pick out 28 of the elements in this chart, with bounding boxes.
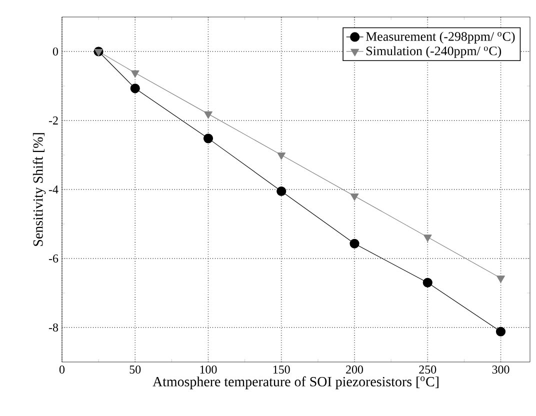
x-axis-title: Atmosphere temperature of SOI piezoresistors [$^{o}$C] [152,376,438,390]
point [423,234,432,242]
x-tick-label: 100 [200,366,217,374]
point [422,278,432,288]
point [130,84,140,94]
y-tick-label: 0 [52,47,58,56]
y-tick-label: -2 [48,116,58,124]
point [276,186,286,196]
point [204,111,212,119]
y-axis-title: Sensitivity Shift [%] [32,133,46,246]
point [203,134,214,144]
y-tick-label: -8 [48,323,58,332]
x-tick-label: 150 [273,366,290,374]
x-tick-label: 200 [346,366,364,374]
x-tick-label: 250 [419,366,436,374]
point [350,194,359,201]
point [496,276,505,283]
point [496,326,506,336]
point [277,152,286,160]
point [130,70,140,78]
y-tick-label: -6 [48,254,58,263]
y-tick-label: -4 [48,186,58,194]
legend-label: Simulation (-240ppm/ $^{o}$C) [366,46,502,58]
x-tick-label: 50 [130,366,141,374]
x-tick-label: 300 [492,366,510,374]
x-tick-label: 0 [59,366,65,374]
point [350,238,360,248]
legend-label: Measurement (-298ppm/ $^{o}$C) [366,32,515,44]
